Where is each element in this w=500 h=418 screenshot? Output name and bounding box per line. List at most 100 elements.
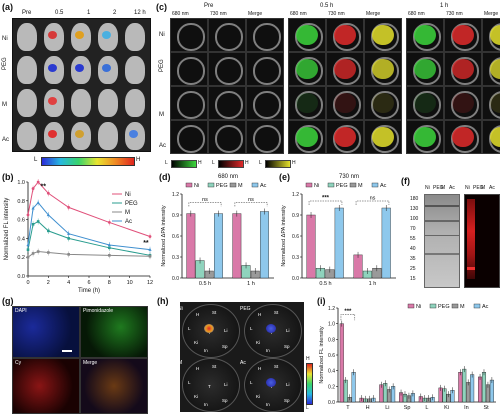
pa-ultrasound-image [208,52,246,86]
bar [462,369,466,402]
x-tick-label: 0.5 h [319,281,331,287]
organ-label: H [196,366,199,371]
legend-swatch [230,183,236,187]
mouse-image [98,122,118,150]
legend-swatch [306,183,312,187]
legend-label: M [238,183,243,189]
panel-h: NiHStLiTKiSpInLPEGHStLiTKiSpInLMHStLiTKi… [160,296,316,418]
ladder-mw-label: 180 [410,196,418,202]
lane-label: Ac [489,185,495,191]
pa-ultrasound-image [170,120,208,154]
organ-label: Ki [256,340,260,345]
row-label: Ni [159,32,165,38]
y-tick-label: 0.8 [17,199,25,205]
channel-header: 730 nm [446,11,463,17]
significance-marker: ns [202,197,208,203]
pa-ultrasound-image [444,18,482,52]
comparison-bracket [356,201,389,205]
group-header: 1 h [440,3,448,9]
group-label: Ni [178,306,183,312]
x-tick-label: H [366,405,370,411]
channel-header: 680 nm [408,11,425,17]
organ-label: Sp [222,344,228,349]
fluorescence-signal [75,31,84,39]
y-tick-label: 0.6 [172,234,179,240]
chart-title: 730 nm [339,174,359,180]
pa-ultrasound-image [246,120,284,154]
coomassie-gel-image [424,194,460,288]
scale-low-label: L [306,405,309,411]
pa-ultrasound-image [364,18,402,52]
x-tick-label: 1 h [369,281,377,287]
legend-label: Ni [125,192,131,198]
legend-label: M [358,183,363,189]
pa-ultrasound-image [364,86,402,120]
row-label: Ni [2,36,8,42]
panel-c: Pre 0.5 h 1 h 680 nm 730 nm Merge 680 nm 730… [158,0,500,170]
ladder-mw-label: 40 [410,246,416,252]
x-tick-label: 6 [87,280,90,286]
y-tick-label: 0.0 [17,274,25,280]
legend-swatch [350,183,356,187]
organ-label: St [212,310,216,315]
row-label: PEG [159,59,165,72]
scale-low-label: L [34,157,37,163]
organ-label: Li [224,328,228,333]
fluorescence-signal [75,64,84,72]
pa-ultrasound-image [326,52,364,86]
tumor-signal [266,324,276,333]
organ-label: H [196,312,199,317]
channel-header: 730 nm [328,11,345,17]
x-axis-label: Time (h) [78,288,100,294]
organ-label: Ki [194,340,198,345]
organ-label: Li [286,382,290,387]
time-header: 0.5 [55,10,63,16]
fluorescence-signal [102,31,111,39]
significance-marker: ns [248,197,254,203]
pa-ultrasound-image [246,86,284,120]
mouse-image [125,89,145,117]
ladder-mw-label: 100 [410,216,418,222]
row-label: Ac [159,143,166,149]
pa-ultrasound-image [482,18,500,52]
comparison-bracket [341,314,355,320]
significance-marker: ** [41,184,47,191]
time-header: 1 [87,10,90,16]
y-tick-label: 0.0 [172,276,179,282]
cy-image [12,358,80,414]
mouse-image [17,89,37,117]
bar [352,372,356,402]
fluorescence-color-scale [41,157,135,166]
y-tick-label: 1.0 [328,322,335,328]
scale-high-label: H [292,160,296,166]
scale-low-label: L [259,160,262,166]
channel-header: 680 nm [290,11,307,17]
x-tick-label: Li [385,405,389,411]
organ-label: L [250,380,253,385]
y-tick-label: 1.2 [292,192,299,198]
y-tick-label: 0.2 [328,384,335,390]
x-tick-label: St [484,405,490,411]
x-tick-label: 2 [47,280,50,286]
y-tick-label: 1.2 [328,306,335,312]
channel-header: Merge [248,11,262,17]
y-tick-label: 0.8 [328,337,335,343]
legend-label: Ni [416,304,421,310]
lane-label: Ac [449,185,455,191]
row-label: M [159,112,164,118]
legend-label: PEG [125,201,138,207]
legend-swatch [474,304,480,308]
x-tick-label: 4 [67,280,70,286]
scale-bar [62,350,72,352]
fluorescence-signal [75,130,84,138]
organ-label: Sp [284,344,290,349]
legend-label: Ac [260,183,267,189]
x-tick-label: L [425,405,428,411]
image-label: Merge [83,360,97,366]
organ-label: Ki [194,394,198,399]
scale-high-label: H [136,157,140,163]
organ-label: Li [224,382,228,387]
red-color-scale [218,160,244,168]
y-tick-label: 0.3 [172,255,179,261]
legend-label: Ac [380,183,387,189]
